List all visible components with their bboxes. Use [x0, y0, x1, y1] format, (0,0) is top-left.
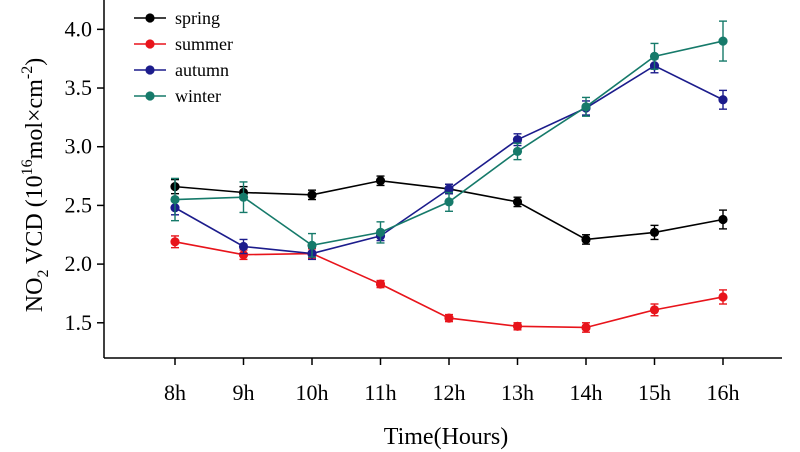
y-title-unit: mol×cm: [22, 79, 48, 160]
y-title-exp: 16: [19, 159, 36, 175]
x-tick-label: 9h: [233, 380, 255, 405]
data-point-summer: [375, 279, 386, 289]
data-point-autumn: [238, 241, 249, 252]
data-point-winter: [649, 51, 660, 61]
y-tick-label: 2.0: [65, 251, 93, 276]
data-point-winter: [718, 36, 728, 46]
data-point-summer: [718, 292, 728, 302]
data-point-spring: [512, 197, 523, 207]
y-tick-label: 4.0: [65, 16, 93, 41]
data-point-summer: [170, 237, 180, 247]
data-point-summer: [238, 250, 249, 260]
data-point-winter: [238, 192, 249, 202]
data-point-winter: [170, 194, 180, 205]
data-point-summer: [512, 321, 523, 331]
series-summer: [170, 235, 728, 333]
data-point-summer: [649, 305, 660, 315]
y-title-close: ): [22, 58, 48, 66]
series-line-autumn: [174, 64, 724, 255]
legend-label: autumn: [175, 60, 229, 80]
y-title-prefix: NO: [22, 278, 48, 313]
x-axis-title: Time(Hours): [384, 424, 508, 450]
y-title-main: VCD (10: [22, 175, 48, 269]
data-point-winter: [512, 146, 523, 157]
legend: spring summer autumn winter: [134, 8, 233, 106]
data-point-summer: [581, 322, 591, 333]
series-autumn: [170, 57, 728, 261]
legend-item-autumn: autumn: [134, 60, 229, 80]
legend-swatch-marker: [145, 13, 155, 23]
x-tick-label: 11h: [364, 380, 396, 405]
y-title-prefix-sub: 2: [35, 270, 52, 278]
series-layer: [170, 20, 728, 333]
legend-item-winter: winter: [134, 86, 221, 106]
legend-label: summer: [175, 34, 233, 54]
legend-swatch-marker: [145, 39, 155, 49]
data-point-winter: [444, 197, 454, 207]
data-point-spring: [581, 234, 591, 245]
x-tick-label: 16h: [707, 380, 740, 405]
data-point-spring: [307, 190, 317, 200]
y-axis-title: NO2 VCD (1016mol×cm-2): [19, 58, 52, 312]
legend-item-spring: spring: [134, 8, 220, 28]
x-tick-label: 12h: [433, 380, 466, 405]
axes: 1.5 2.0 2.5 3.0 3.5 4.0 8h 9h 10h 11h 12h 13h 14h 15h…: [65, 0, 782, 405]
x-tick-label: 10h: [296, 380, 329, 405]
legend-swatch-marker: [145, 91, 155, 101]
y-tick-label: 3.5: [65, 75, 93, 100]
legend-label: winter: [175, 86, 221, 106]
data-point-winter: [581, 102, 591, 112]
data-point-winter: [307, 240, 317, 250]
series-winter: [170, 20, 728, 258]
x-tick-label: 15h: [638, 380, 671, 405]
legend-item-summer: summer: [134, 34, 233, 54]
data-point-spring: [718, 214, 728, 225]
y-tick-label: 3.0: [65, 134, 93, 159]
data-point-autumn: [718, 95, 728, 105]
x-tick-label: 8h: [164, 380, 186, 405]
data-point-summer: [444, 313, 454, 323]
x-tick-label: 13h: [501, 380, 534, 405]
data-point-spring: [649, 227, 660, 238]
y-tick-label: 1.5: [65, 310, 93, 335]
y-tick-label: 2.5: [65, 192, 93, 217]
series-line-winter: [174, 40, 724, 247]
y-title-unit-exp: -2: [19, 66, 36, 79]
data-point-winter: [375, 227, 386, 238]
data-point-spring: [375, 176, 386, 186]
data-point-autumn: [444, 184, 454, 194]
legend-swatch-marker: [145, 65, 155, 75]
data-point-autumn: [512, 135, 523, 145]
x-tick-label: 14h: [570, 380, 603, 405]
legend-label: spring: [175, 8, 220, 28]
